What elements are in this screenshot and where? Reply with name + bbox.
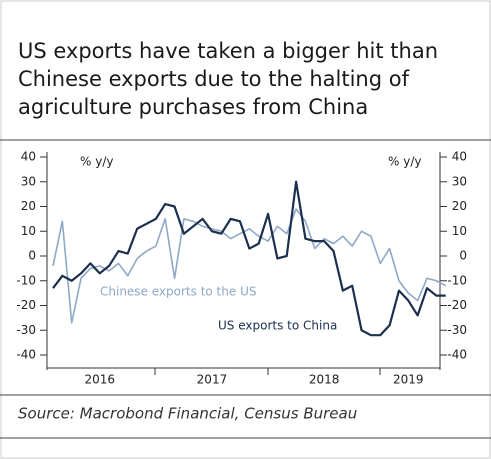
series-line (52, 208, 447, 324)
x-tick-label: 2019 (393, 373, 424, 387)
y2-tick-label: 20 (452, 199, 467, 213)
y2-tick-label: 30 (452, 174, 467, 188)
y2-tick-label: -40 (447, 348, 467, 362)
y2-tick-label: 10 (452, 224, 467, 238)
title-line: agriculture purchases from China (18, 95, 368, 119)
y-tick-label: 30 (21, 174, 36, 188)
x-tick-label: 2016 (84, 373, 115, 387)
x-tick-label: 2018 (309, 373, 340, 387)
y2-tick-label: 40 (452, 150, 467, 164)
y2-tick-label: -10 (447, 273, 467, 287)
title-line: Chinese exports due to the halting of (18, 67, 410, 91)
x-tick-label: 2017 (197, 373, 228, 387)
y2-axis-label: % y/y (388, 155, 421, 169)
source: Source: Macrobond Financial, Census Bure… (18, 405, 357, 423)
y-tick-label: -30 (16, 323, 36, 337)
y-tick-label: 0 (28, 249, 36, 263)
series-annotation: US exports to China (218, 319, 337, 333)
y-tick-label: 20 (21, 199, 36, 213)
y2-tick-label: -20 (447, 298, 467, 312)
y-tick-label: 40 (21, 150, 36, 164)
title-line: US exports have taken a bigger hit than (18, 39, 438, 63)
series-annotation: Chinese exports to the US (100, 285, 256, 299)
y2-tick-label: -30 (447, 323, 467, 337)
y-axis-label: % y/y (80, 155, 113, 169)
y-tick-label: -20 (16, 298, 36, 312)
series-line (52, 180, 446, 337)
y-tick-label: -10 (16, 273, 36, 287)
y-tick-label: -40 (16, 348, 36, 362)
y-tick-label: 10 (21, 224, 36, 238)
y2-tick-label: 0 (459, 249, 467, 263)
